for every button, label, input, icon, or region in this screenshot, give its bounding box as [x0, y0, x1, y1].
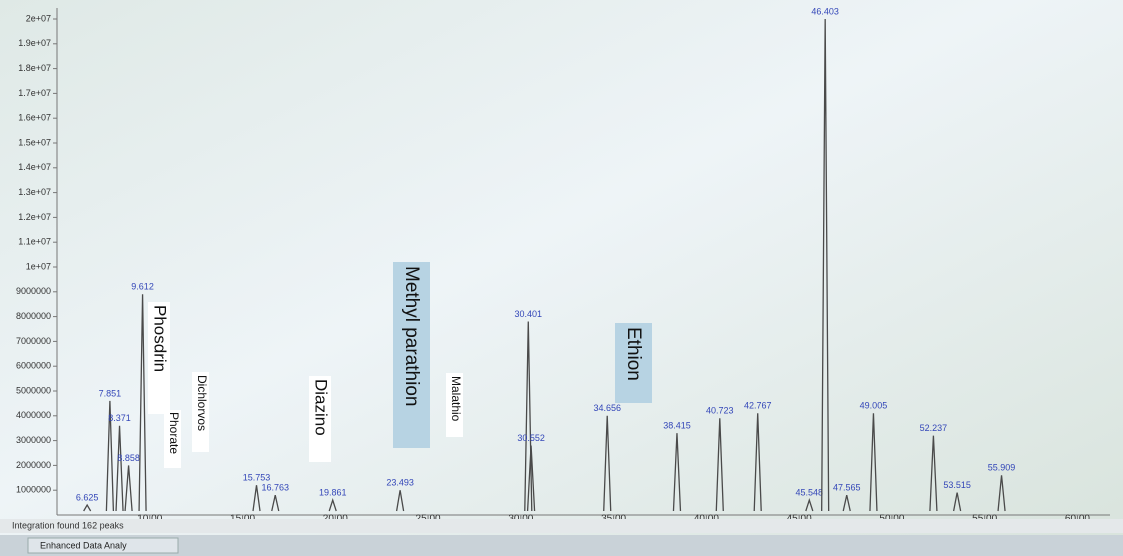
status-text: Integration found 162 peaks [12, 520, 124, 530]
y-tick-label: 2000000 [16, 460, 51, 470]
peak-label: 40.723 [706, 406, 734, 416]
peak-label: 47.565 [833, 483, 861, 493]
annotation: Phorate [167, 412, 181, 454]
y-tick-label: 1.7e+07 [18, 88, 51, 98]
y-tick-label: 8000000 [16, 311, 51, 321]
peak-label: 34.656 [593, 403, 621, 413]
peak-label: 15.753 [243, 473, 271, 483]
y-tick-label: 1e+07 [26, 261, 51, 271]
y-tick-label: 1.8e+07 [18, 63, 51, 73]
y-tick-label: 1.3e+07 [18, 187, 51, 197]
chart: 1000000 2000000 3000000 4000000 5000000 60000… [0, 0, 1123, 556]
y-tick-label: 1.9e+07 [18, 38, 51, 48]
annotation: Methyl parathion [401, 266, 422, 406]
peak-label: 46.403 [811, 6, 839, 16]
peak-label: 42.767 [744, 401, 772, 411]
peak-label: 9.612 [131, 282, 154, 292]
status-bar [0, 519, 1123, 533]
peak-label: 16.763 [261, 483, 289, 493]
peak-label: 6.625 [76, 492, 99, 502]
annotation: Ethion [623, 327, 644, 381]
peak-label: 8.858 [117, 453, 140, 463]
peak-label: 45.548 [796, 487, 824, 497]
peak-label: 52.237 [920, 423, 948, 433]
y-tick-label: 2e+07 [26, 13, 51, 23]
peak-label: 55.909 [988, 463, 1016, 473]
peak-label: 30.401 [515, 309, 543, 319]
annotation: Malathio [449, 376, 463, 422]
y-tick-label: 3000000 [16, 435, 51, 445]
y-tick-label: 4000000 [16, 410, 51, 420]
peak-label: 38.415 [663, 421, 691, 431]
screen-background [0, 0, 1123, 556]
taskbar-text[interactable]: Enhanced Data Analy [40, 540, 127, 550]
y-tick-label: 1.1e+07 [18, 237, 51, 247]
y-tick-label: 6000000 [16, 361, 51, 371]
peak-label: 8.371 [108, 413, 131, 423]
peak-label: 23.493 [386, 478, 414, 488]
y-tick-label: 1.5e+07 [18, 137, 51, 147]
y-tick-label: 1.2e+07 [18, 212, 51, 222]
y-tick-label: 1000000 [16, 485, 51, 495]
annotation: Dichlorvos [195, 375, 209, 431]
y-tick-label: 1.6e+07 [18, 113, 51, 123]
peak-label: 7.851 [99, 388, 122, 398]
annotation: Diazino [312, 379, 331, 436]
peak-label: 53.515 [943, 480, 971, 490]
y-tick-label: 1.4e+07 [18, 162, 51, 172]
y-tick-label: 9000000 [16, 286, 51, 296]
y-tick-label: 5000000 [16, 385, 51, 395]
peak-label: 19.861 [319, 487, 347, 497]
peak-label: 49.005 [860, 401, 888, 411]
annotation: Phosdrin [151, 305, 170, 372]
peak-label: 30.552 [517, 433, 545, 443]
y-tick-label: 7000000 [16, 336, 51, 346]
